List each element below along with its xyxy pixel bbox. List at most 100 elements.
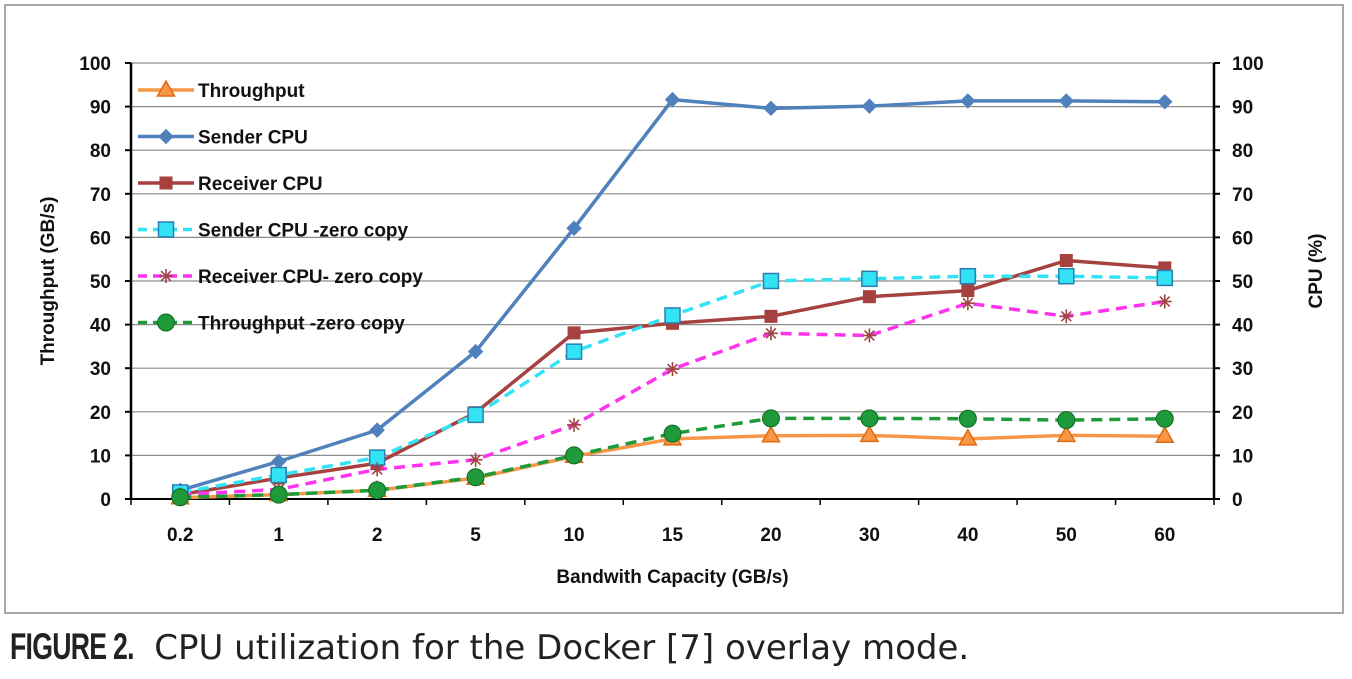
x-tick-label: 15 — [662, 525, 684, 546]
right-y-tick-labels: 0 10 20 30 40 50 60 70 80 90 100 — [1232, 54, 1264, 511]
left-y-tick-label: 40 — [90, 316, 111, 337]
figure-label: FIGURE 2. — [10, 626, 135, 667]
right-y-tick-label: 20 — [1232, 403, 1253, 424]
series-receiver-cpu-zero-copy — [173, 294, 1172, 502]
left-y-tick-label: 90 — [90, 98, 111, 119]
data-point — [862, 328, 877, 343]
data-point — [565, 343, 583, 360]
data-point — [270, 466, 287, 484]
x-tick-label: 20 — [760, 525, 781, 546]
series-throughput-zero-copy — [171, 409, 1174, 507]
data-point — [1155, 409, 1174, 428]
left-y-tick-label: 60 — [90, 228, 111, 249]
left-y-tick-label: 0 — [100, 490, 111, 511]
series-receiver-cpu — [173, 254, 1172, 502]
left-y-axis-label: Throughput (GB/s) — [38, 197, 59, 366]
data-point — [567, 326, 581, 340]
left-y-tick-label: 30 — [90, 359, 111, 380]
data-point — [468, 452, 483, 467]
data-point — [1156, 269, 1174, 287]
right-y-tick-label: 70 — [1232, 185, 1253, 206]
data-point — [664, 307, 681, 324]
legend-label: Throughput — [198, 81, 305, 102]
data-point — [763, 326, 778, 341]
figure-frame: 0 10 20 30 40 50 60 70 80 90 100 0 10 20 30 40 50 60 70 80… — [4, 4, 1344, 614]
data-point — [159, 269, 173, 283]
data-point — [959, 267, 977, 285]
data-point — [370, 462, 385, 477]
data-point — [1056, 424, 1077, 443]
data-point — [157, 313, 175, 332]
data-point — [762, 272, 780, 290]
data-point — [665, 362, 680, 377]
x-tick-label: 50 — [1056, 525, 1077, 546]
data-point — [960, 296, 975, 311]
data-point — [664, 91, 681, 108]
right-y-tick-label: 60 — [1232, 228, 1253, 249]
legend-item: Receiver CPU- zero copy — [138, 267, 423, 288]
line-chart: 0 10 20 30 40 50 60 70 80 90 100 0 10 20 30 40 50 60 70 80… — [38, 54, 1327, 588]
left-y-tick-label: 10 — [90, 446, 111, 467]
data-point — [960, 93, 976, 109]
right-y-tick-label: 100 — [1232, 54, 1264, 75]
x-tick-label: 10 — [563, 525, 584, 546]
series-line — [180, 299, 1166, 497]
legend-item: Sender CPU — [138, 128, 308, 149]
data-point — [157, 221, 175, 238]
right-y-tick-label: 0 — [1232, 490, 1243, 511]
x-tick-label: 2 — [372, 525, 383, 546]
data-point — [565, 446, 584, 465]
right-y-tick-label: 80 — [1232, 141, 1253, 162]
series-sender-cpu — [172, 91, 1173, 498]
data-point — [467, 406, 484, 424]
legend-label: Throughput -zero copy — [198, 314, 405, 335]
left-y-tick-label: 70 — [90, 185, 111, 206]
data-point — [171, 488, 190, 507]
legend-label: Receiver CPU — [198, 174, 323, 195]
data-point — [663, 424, 682, 443]
data-point — [859, 424, 880, 443]
data-point — [1059, 309, 1074, 324]
data-point — [1157, 294, 1172, 309]
right-y-tick-label: 40 — [1232, 316, 1253, 337]
data-point — [860, 409, 879, 428]
series-line — [180, 416, 1165, 500]
data-point — [763, 100, 779, 117]
right-y-tick-label: 30 — [1232, 359, 1253, 380]
x-tick-label: 30 — [859, 525, 880, 546]
x-tick-label: 5 — [470, 525, 481, 546]
x-tick-label: 1 — [273, 525, 284, 546]
x-tick-label: 40 — [957, 525, 978, 546]
legend-item: Sender CPU -zero copy — [138, 221, 409, 242]
data-point — [269, 485, 288, 504]
figure-caption: FIGURE 2. CPU utilization for the Docker… — [10, 626, 969, 668]
series-group — [170, 91, 1175, 507]
data-point — [861, 98, 878, 114]
legend-item: Receiver CPU — [138, 174, 323, 195]
data-point — [566, 220, 582, 236]
data-point — [368, 481, 387, 500]
data-point — [159, 176, 173, 190]
legend-label: Receiver CPU- zero copy — [198, 267, 423, 288]
data-point — [567, 417, 582, 432]
data-point — [1058, 267, 1075, 285]
data-point — [958, 409, 977, 428]
gridlines — [131, 62, 1214, 456]
data-point — [961, 284, 975, 298]
data-point — [761, 425, 781, 443]
x-axis-label: Bandwith Capacity (GB/s) — [556, 567, 788, 588]
data-point — [1057, 411, 1076, 430]
data-point — [958, 428, 978, 446]
data-point — [369, 422, 385, 438]
data-point — [761, 409, 780, 428]
data-point — [1058, 93, 1075, 109]
data-point — [158, 128, 174, 145]
data-point — [270, 453, 287, 470]
legend: Throughput Sender CPU Receiver CPU Sender C… — [138, 79, 423, 335]
right-y-tick-label: 10 — [1232, 446, 1253, 467]
legend-item: Throughput — [138, 79, 305, 102]
legend-label: Sender CPU — [198, 128, 308, 149]
legend-label: Sender CPU -zero copy — [198, 221, 409, 242]
data-point — [1154, 425, 1175, 443]
data-point — [466, 468, 485, 487]
